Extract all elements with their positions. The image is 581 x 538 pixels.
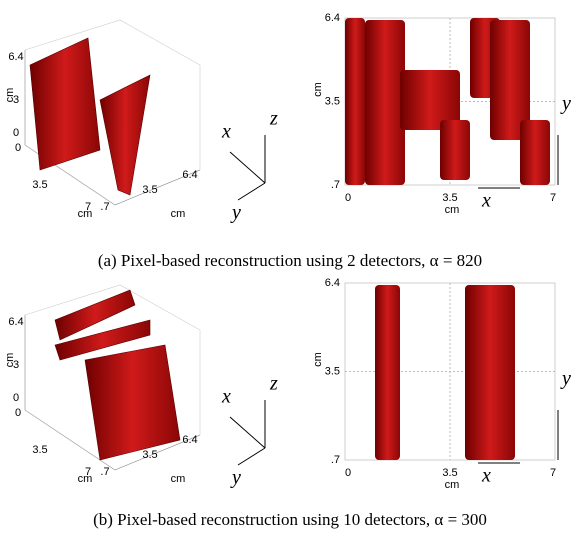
- reconstruction-slice: [365, 20, 405, 185]
- volume-axes: [24, 315, 201, 471]
- z-tick-label: 3: [13, 94, 19, 106]
- slice-x-tick-label: 3.5: [442, 192, 457, 204]
- z-axis-label: cm: [4, 88, 16, 103]
- reconstruction-slice: [490, 20, 530, 140]
- volume-axes-back: [24, 284, 201, 435]
- caption: (b) Pixel-based reconstruction using 10 …: [93, 510, 487, 529]
- reconstruction-slice: [345, 18, 365, 185]
- slice-y-tick-label: .7: [331, 454, 340, 466]
- x-tick-label: 0: [15, 407, 21, 419]
- x-tick-label: 3.5: [32, 179, 47, 191]
- x-tick-label: 0: [15, 142, 21, 154]
- y-tick-label: .7: [100, 466, 109, 478]
- z-tick-label: 3: [13, 359, 19, 371]
- reconstruction-volume: [29, 37, 101, 171]
- reconstruction-volume: [84, 344, 181, 461]
- y-tick-label: 3.5: [142, 449, 157, 461]
- x-tick-label: 7: [85, 466, 91, 478]
- slice-x-tick-label: 7: [550, 467, 556, 479]
- x-axis-label: cm: [78, 208, 93, 220]
- reconstruction-slice: [520, 120, 550, 185]
- y-tick-label: 6.4: [182, 169, 197, 181]
- reconstruction-volume: [99, 74, 151, 196]
- triad-x: x: [221, 121, 231, 143]
- y-tick-label: 6.4: [182, 434, 197, 446]
- slice-y-arrow-label: y: [560, 93, 571, 115]
- slice-x-arrow-label: x: [481, 190, 491, 212]
- z-tick-label: 6.4: [8, 51, 23, 63]
- slice-x-axis-label: cm: [445, 479, 460, 491]
- triad-arrow: [229, 151, 266, 184]
- slice-x-tick-label: 0: [345, 467, 351, 479]
- y-tick-label: 3.5: [142, 184, 157, 196]
- triad-y: y: [230, 467, 241, 489]
- y-axis-label: cm: [171, 473, 186, 485]
- slice-x-tick-label: 3.5: [442, 467, 457, 479]
- slice-y-arrow-label: y: [560, 368, 571, 390]
- triad-arrow: [237, 447, 266, 466]
- x-tick-label: 3.5: [32, 444, 47, 456]
- slice-y-tick-label: 3.5: [325, 95, 340, 107]
- slice-x-tick-label: 0: [345, 192, 351, 204]
- x-tick-label: 7: [85, 201, 91, 213]
- slice-y-axis-label: cm: [312, 352, 324, 367]
- y-axis-label: cm: [171, 208, 186, 220]
- volume-axes: [24, 50, 201, 206]
- reconstruction-volume: [54, 319, 151, 361]
- triad-y: y: [230, 202, 241, 224]
- z-tick-label: 0: [13, 392, 19, 404]
- slice-y-tick-label: 6.4: [325, 12, 340, 24]
- slice-x-tick-label: 7: [550, 192, 556, 204]
- slice-y-axis-label: cm: [312, 82, 324, 97]
- slice-x-axis-label: cm: [445, 204, 460, 216]
- y-tick-label: .7: [100, 201, 109, 213]
- reconstruction-slice: [400, 70, 460, 130]
- z-tick-label: 0: [13, 127, 19, 139]
- triad-arrow: [229, 416, 266, 449]
- reconstruction-slice: [375, 285, 400, 460]
- reconstruction-slice: [440, 120, 470, 180]
- x-axis-label: cm: [78, 473, 93, 485]
- triad-z: z: [269, 373, 278, 395]
- slice-y-tick-label: .7: [331, 179, 340, 191]
- z-tick-label: 6.4: [8, 316, 23, 328]
- reconstruction-slice: [465, 285, 515, 460]
- slice-y-tick-label: 3.5: [325, 365, 340, 377]
- volume-axes-back: [24, 19, 201, 170]
- reconstruction-volume: [54, 289, 136, 341]
- slice-y-tick-label: 6.4: [325, 277, 340, 289]
- triad-x: x: [221, 386, 231, 408]
- triad-arrow: [237, 182, 266, 201]
- triad-z: z: [269, 108, 278, 130]
- slice-x-arrow-label: x: [481, 465, 491, 487]
- z-axis-label: cm: [4, 353, 16, 368]
- caption: (a) Pixel-based reconstruction using 2 d…: [98, 251, 482, 270]
